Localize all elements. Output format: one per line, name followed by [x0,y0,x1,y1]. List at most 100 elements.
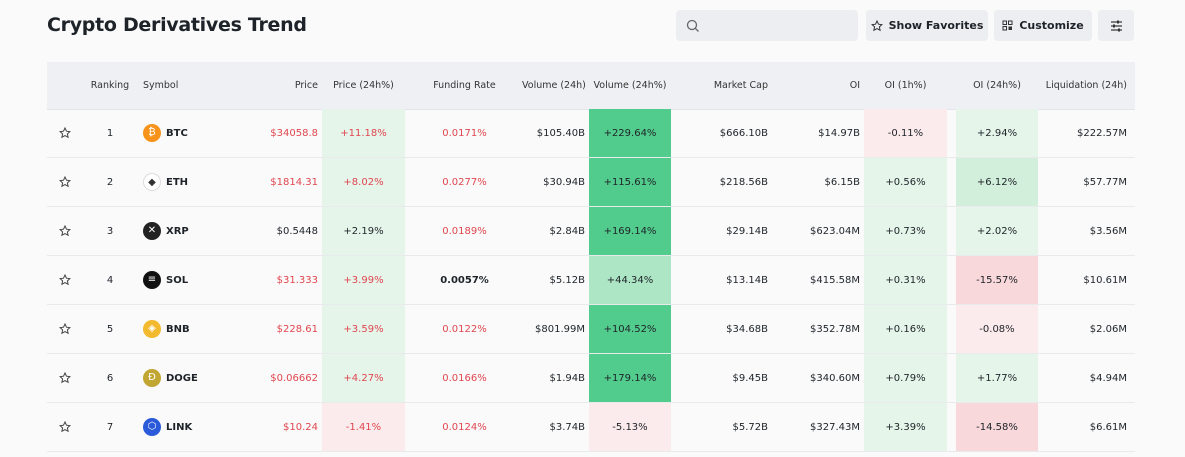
heat-cell [589,305,671,353]
table-cell: +3.59% [343,324,384,335]
favorite-star[interactable] [59,372,71,384]
show-favorites-button[interactable]: Show Favorites [866,10,988,41]
column-header: Ranking [90,80,130,91]
favorite-star[interactable] [59,176,71,188]
table-cell: -1.41% [345,422,382,433]
coin-icon: ◈ [143,320,161,338]
table-cell: $9.45B [732,373,769,384]
table-cell: $5.72B [732,422,769,433]
symbol: ETH [166,177,189,188]
button-label: Customize [1019,19,1084,32]
column-header: Market Cap [713,80,768,91]
table-cell: +179.14% [603,373,657,384]
row-divider [47,402,1135,403]
heat-cell [864,354,947,402]
heat-cell [956,354,1038,402]
table-cell: +2.02% [976,226,1018,237]
table-cell: $2.84B [549,226,586,237]
table-cell: $4.94M [1089,373,1127,384]
derivatives-table: Ranking Symbol Price Price (24h%) Funding Ra… [47,62,1135,457]
table-cell: $0.06662 [270,373,318,384]
table-cell: $14.97B [818,128,860,139]
grid-icon [1002,20,1013,31]
heat-cell [589,403,671,451]
row-divider [47,353,1135,354]
heat-cell [956,256,1038,304]
table-cell: +8.02% [343,177,384,188]
table-cell: +4.27% [343,373,384,384]
symbol: XRP [166,226,189,237]
column-header: Price [294,80,318,91]
table-cell: 0.0122% [442,324,487,335]
table-cell: -0.11% [887,128,924,139]
table-cell: $13.14B [726,275,768,286]
coin-icon: Ð [143,369,161,387]
search-box[interactable] [676,10,858,41]
table-cell: $415.58M [810,275,860,286]
favorite-star[interactable] [59,225,71,237]
table-cell: $6.15B [824,177,861,188]
table-cell: +169.14% [603,226,657,237]
coin-icon: ✕ [143,222,161,240]
table-cell: +0.16% [885,324,926,335]
favorite-star[interactable] [59,421,71,433]
heat-cell [864,207,947,255]
table-cell: $105.40B [536,128,585,139]
column-header: Symbol [143,80,179,91]
favorite-star[interactable] [59,323,71,335]
favorite-star[interactable] [59,127,71,139]
heat-cell [589,207,671,255]
filter-icon [1110,20,1122,31]
table-cell: +2.94% [976,128,1018,139]
row-divider [47,206,1135,207]
heat-cell [589,109,671,157]
table-cell: +0.56% [885,177,926,188]
table-cell: $57.77M [1083,177,1127,188]
table-cell: 5 [106,324,114,335]
row-divider [47,157,1135,158]
heat-cell [589,354,671,402]
customize-button[interactable]: Customize [994,10,1092,41]
table-cell: -14.58% [976,422,1018,433]
table-cell: 6 [106,373,114,384]
table-cell: $2.06M [1089,324,1127,335]
heat-cell [322,109,405,157]
table-cell: $218.56B [719,177,768,188]
column-header: Volume (24h) [522,80,586,91]
table-cell: $228.61 [276,324,318,335]
table-cell: $3.56M [1089,226,1127,237]
symbol: DOGE [166,373,198,384]
row-divider [47,255,1135,256]
heat-cell [322,305,405,353]
table-cell: 0.0166% [442,373,487,384]
heat-cell [864,256,947,304]
coin-icon: ⬡ [143,418,161,436]
heat-cell [956,109,1038,157]
table-cell: 0.0057% [440,275,489,286]
heat-cell [322,354,405,402]
table-cell: +0.79% [885,373,926,384]
column-header: Funding Rate [433,80,496,91]
table-cell: +44.34% [606,275,654,286]
button-label: Show Favorites [888,19,984,32]
filter-button[interactable] [1098,10,1134,41]
table-cell: +115.61% [603,177,657,188]
table-cell: $29.14B [726,226,768,237]
table-cell: $340.60M [810,373,860,384]
heat-cell [956,158,1038,206]
table-cell: $666.10B [719,128,768,139]
table-cell: +0.73% [885,226,926,237]
table-cell: 4 [106,275,114,286]
heat-cell [956,207,1038,255]
table-cell: $34058.8 [270,128,318,139]
heat-cell [956,403,1038,451]
heat-cell [322,403,405,451]
coin-icon: ◆ [143,173,161,191]
table-cell: -5.13% [612,422,648,433]
column-header: OI [849,80,860,91]
favorite-star[interactable] [59,274,71,286]
table-cell: $0.5448 [276,226,318,237]
table-cell: 1 [106,128,114,139]
heat-cell [322,256,405,304]
column-header: OI (1h%) [884,80,927,91]
